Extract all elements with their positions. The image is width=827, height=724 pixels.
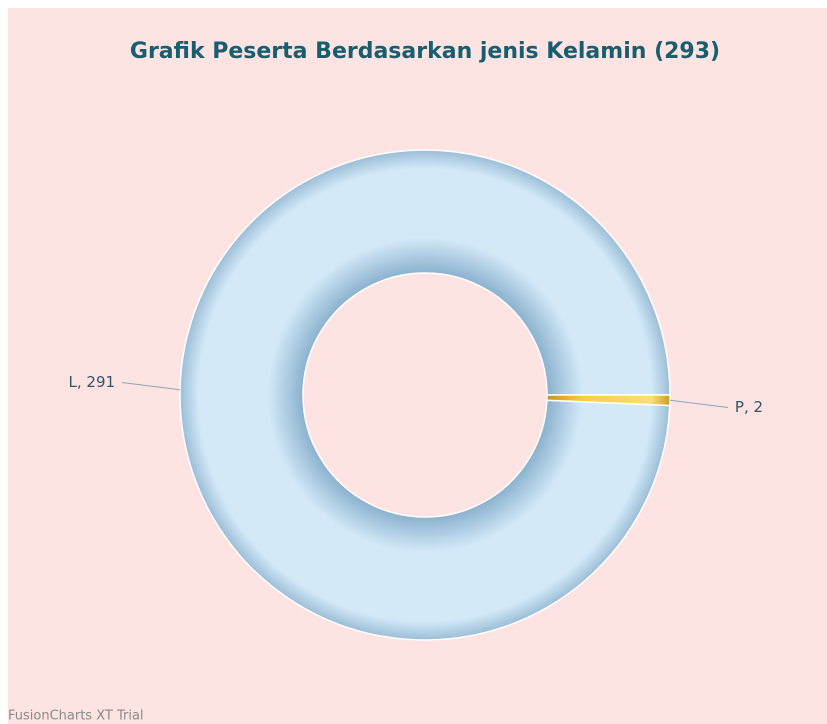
doughnut-slice bbox=[546, 394, 671, 407]
leader-line bbox=[122, 382, 181, 391]
data-label: L, 291 bbox=[69, 373, 116, 391]
leader-line bbox=[669, 399, 728, 408]
watermark: FusionCharts XT Trial bbox=[8, 709, 144, 724]
data-label: P, 2 bbox=[735, 398, 763, 416]
doughnut-slice bbox=[179, 149, 671, 641]
chart-title: Grafik Peserta Berdasarkan jenis Kelamin… bbox=[130, 39, 720, 64]
